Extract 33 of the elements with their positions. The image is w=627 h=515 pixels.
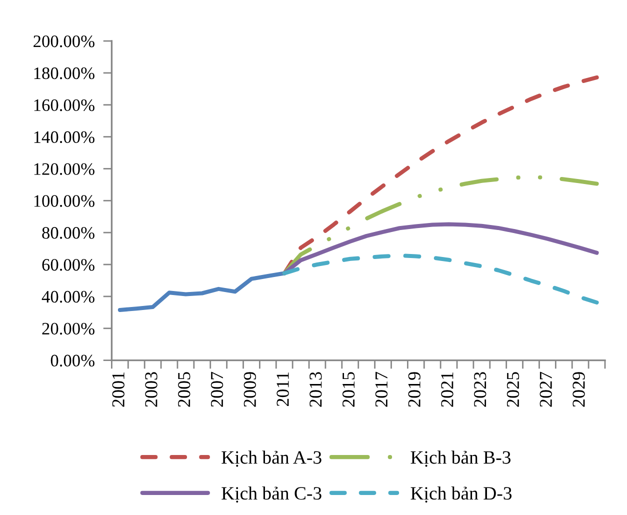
y-tick-label: 80.00% [42,227,94,239]
x-tick-label: 2025 [506,372,520,407]
x-tick-label: 2021 [441,372,454,407]
legend-label: Kịch bản A-3 [222,450,322,467]
line-series [118,271,286,312]
line-series [282,254,599,305]
x-tick-label: 2009 [244,372,256,407]
y-tick-label: 20.00% [42,322,94,335]
y-tick-label: 40.00% [42,290,94,303]
y-tick-label: 60.00% [42,258,94,271]
x-tick-label: 2003 [145,372,158,407]
y-tick-label: 180.00% [34,67,94,80]
x-tick-label: 2019 [408,372,420,407]
y-tick-label: 120.00% [34,163,94,175]
y-tick-label: 100.00% [34,195,94,207]
x-tick-label: 2017 [375,372,388,407]
x-tick-label: 2027 [540,372,552,407]
legend-label: Kịch bản B-3 [410,450,511,467]
y-tick-label: 0.00% [50,354,94,367]
x-tick-label: 2029 [572,372,585,407]
x-tick-label: 2013 [310,372,322,407]
y-tick-label: 200.00% [34,35,94,48]
x-tick-label: 2011 [276,372,289,406]
legend-label: Kịch bản C-3 [222,486,322,503]
x-tick-label: 2007 [210,372,224,407]
x-tick-label: 2001 [112,372,124,407]
x-tick-label: 2005 [178,372,190,407]
y-tick-label: 140.00% [34,131,94,144]
x-tick-label: 2023 [474,372,486,407]
y-tick-label: 160.00% [34,99,94,112]
x-tick-label: 2015 [342,372,355,407]
legend-label: Kịch bản D-3 [410,486,512,503]
line-series [282,222,599,276]
